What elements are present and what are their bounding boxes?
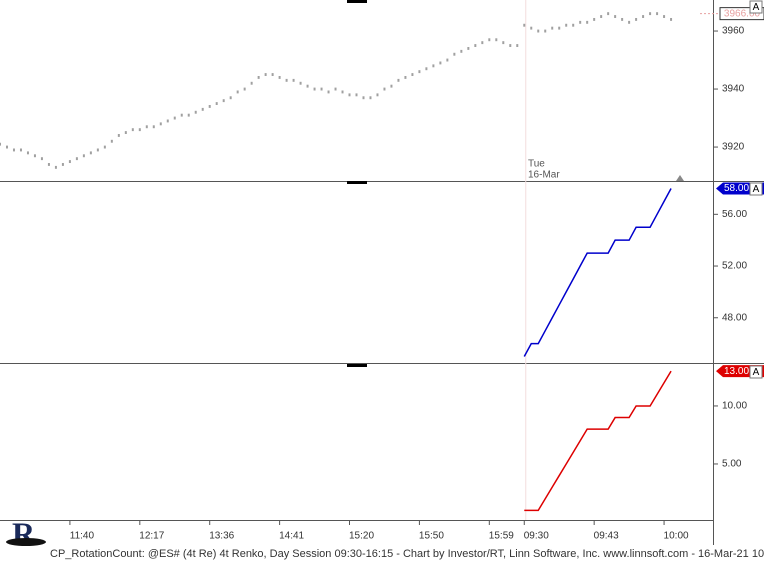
x-tick-label: 11:40 bbox=[70, 531, 95, 542]
bar-pointer bbox=[676, 175, 684, 181]
x-tick-label: 13:36 bbox=[209, 531, 234, 542]
date-annotation: 16-Mar bbox=[528, 170, 560, 181]
scale-button-label[interactable]: A bbox=[753, 2, 760, 13]
scale-button[interactable] bbox=[749, 182, 763, 196]
scale-button-label[interactable]: A bbox=[753, 184, 760, 195]
scale-button-label[interactable]: A bbox=[753, 367, 760, 378]
data-line bbox=[523, 188, 672, 357]
pane-handle bbox=[347, 0, 367, 3]
y-tick-label: 5.00 bbox=[722, 459, 742, 470]
y-tick-label: 48.00 bbox=[722, 312, 747, 323]
y-tick-label: 3960 bbox=[722, 26, 745, 37]
y-tick-label: 3920 bbox=[722, 142, 745, 153]
footer-text: CP_RotationCount: @ES# (4t Re) 4t Renko,… bbox=[50, 548, 764, 560]
logo: R bbox=[6, 515, 46, 551]
x-tick-label: 09:30 bbox=[524, 531, 549, 542]
data-line bbox=[524, 370, 672, 512]
y-tick-label: 52.00 bbox=[722, 261, 747, 272]
price-marker-label: 3966.00 bbox=[724, 8, 761, 19]
y-tick-label: 10.00 bbox=[722, 401, 747, 412]
price-marker-label: 58.00 bbox=[724, 183, 749, 194]
x-tick-label: 15:59 bbox=[489, 531, 514, 542]
date-annotation: Tue bbox=[528, 159, 545, 170]
y-tick-label: 56.00 bbox=[722, 209, 747, 220]
scale-button[interactable] bbox=[749, 0, 763, 14]
x-tick-label: 15:20 bbox=[349, 531, 374, 542]
x-tick-label: 10:00 bbox=[664, 531, 689, 542]
pane-handle bbox=[347, 181, 367, 184]
price-marker-label: 13.00 bbox=[724, 366, 749, 377]
logo-band bbox=[6, 538, 46, 546]
x-tick-label: 14:41 bbox=[279, 531, 304, 542]
pane-handle bbox=[347, 364, 367, 367]
x-tick-label: 15:50 bbox=[419, 531, 444, 542]
x-tick-label: 09:43 bbox=[594, 531, 619, 542]
y-tick-label: 3940 bbox=[722, 84, 745, 95]
x-tick-label: 12:17 bbox=[139, 531, 164, 542]
scale-button[interactable] bbox=[749, 365, 763, 379]
